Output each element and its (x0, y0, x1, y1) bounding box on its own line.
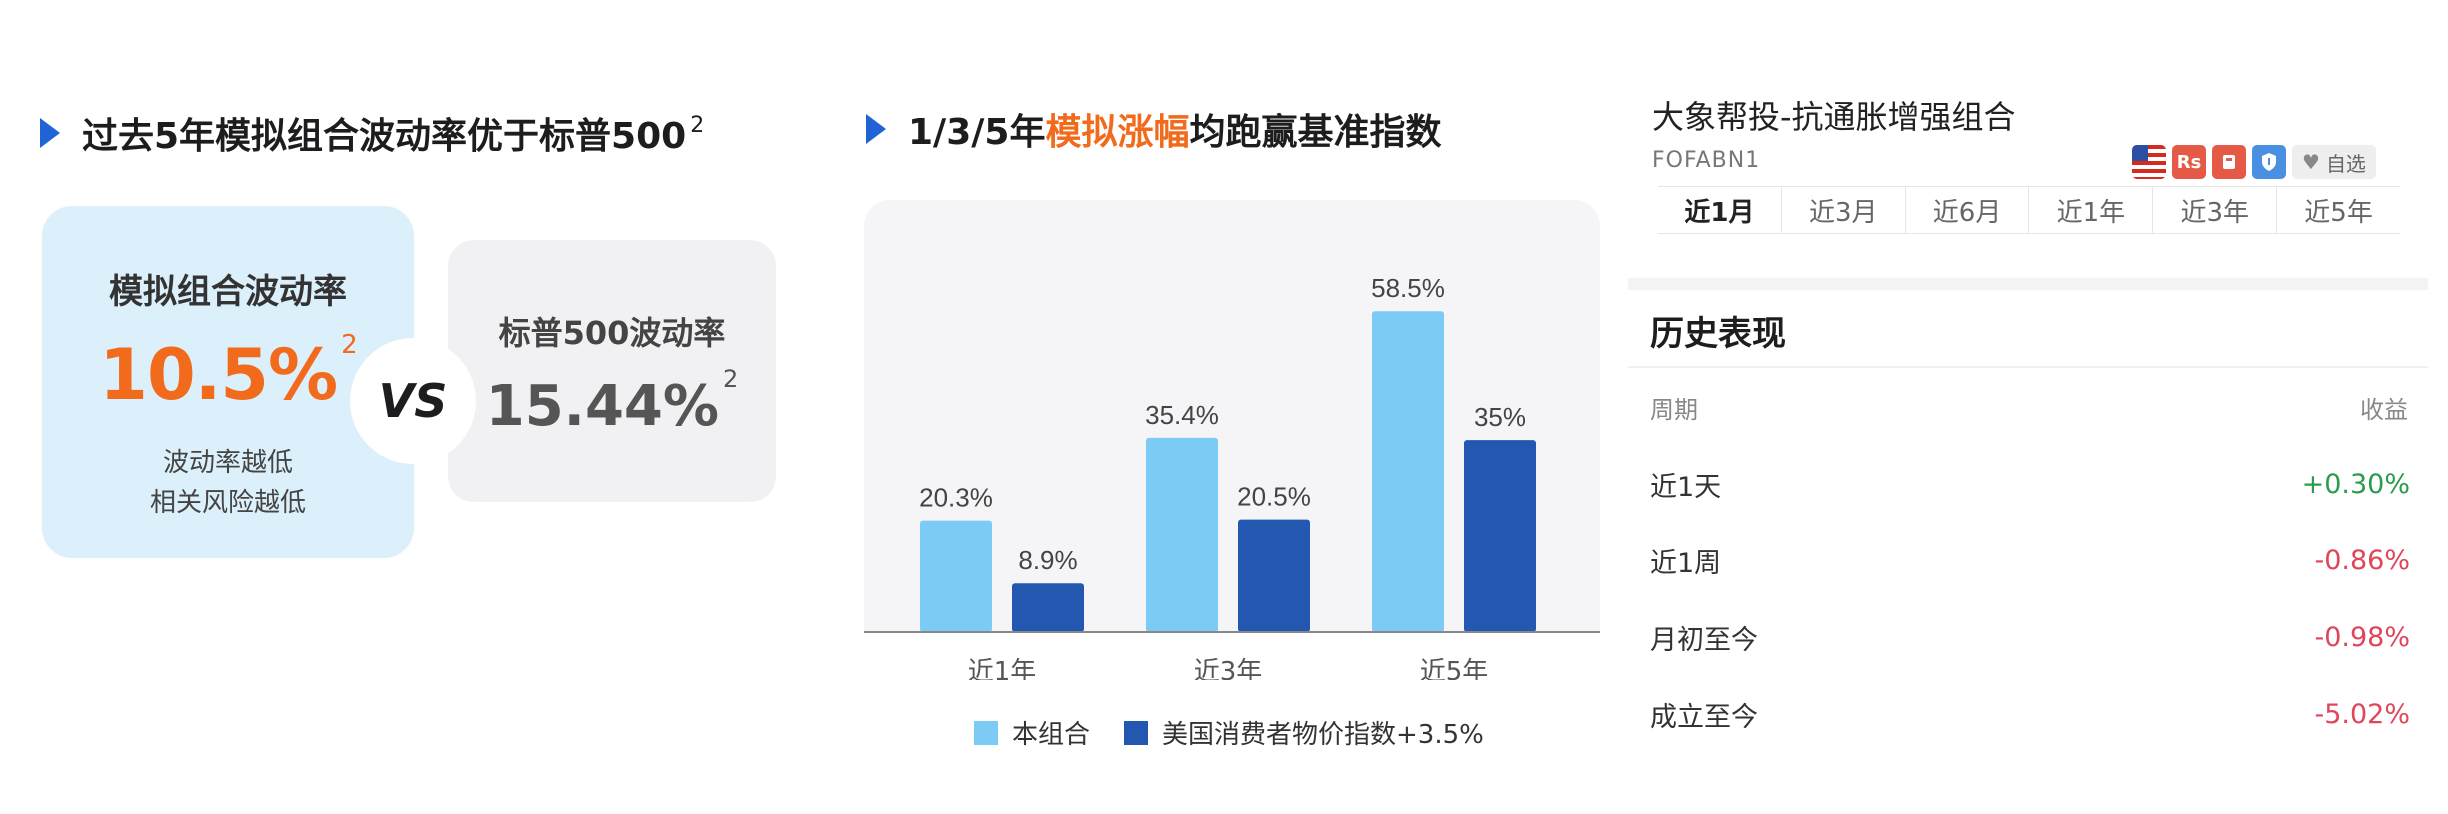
tab-3-years[interactable]: 近3年 (2153, 187, 2278, 233)
sp500-volatility-label: 标普500波动率 (498, 314, 726, 352)
bar-value-label: 20.3% (919, 483, 993, 513)
us-flag-icon (2132, 145, 2166, 179)
returns-section-title: 1/3/5年 模拟涨幅 均跑赢基准指数 (866, 104, 1441, 154)
bookmark-icon (2212, 145, 2246, 179)
footnote-marker: 2 (690, 112, 705, 138)
tab-6-months[interactable]: 近6月 (1906, 187, 2030, 233)
bar-portfolio (1146, 437, 1218, 632)
history-period: 月初至今 (1650, 624, 1758, 656)
bar-portfolio (920, 520, 992, 632)
fund-badges: Rs ♥ 自选 (2132, 145, 2382, 179)
bar-value-label: 35.4% (1145, 400, 1219, 430)
section-divider (1628, 278, 2428, 290)
category-label: 近1年 (968, 657, 1037, 680)
shield-icon (2252, 145, 2286, 179)
portfolio-volatility-number: 10.5% (99, 334, 338, 416)
chart-legend: 本组合 美国消费者物价指数+3.5% (974, 714, 1518, 751)
volatility-note-line2: 相关风险越低 (149, 488, 306, 518)
returns-bar-chart: 20.3% 8.9% 近1年 35.4% 20.5% 近3年 58.5% 35% 近5年 (864, 273, 1600, 680)
category-label: 近5年 (1420, 657, 1489, 680)
bar-value-label: 58.5% (1371, 273, 1445, 303)
history-period: 成立至今 (1650, 701, 1758, 733)
returns-title-highlight: 模拟涨幅 (1045, 112, 1190, 153)
history-row: 近1天 +0.30% (1650, 464, 2410, 504)
footnote-marker: 2 (341, 329, 358, 360)
history-title: 历史表现 (1650, 314, 1786, 354)
bar-value-label: 8.9% (1018, 545, 1077, 575)
returns-title-part2: 均跑赢基准指数 (1189, 112, 1442, 153)
returns-title-part1: 1/3/5年 (908, 112, 1046, 153)
sp500-volatility-number: 15.44% (485, 374, 719, 439)
column-header-period: 周期 (1650, 396, 1698, 424)
history-row: 成立至今 -5.02% (1650, 694, 2410, 734)
bar-benchmark (1464, 440, 1536, 632)
legend-label-benchmark: 美国消费者物价指数+3.5% (1162, 720, 1484, 750)
favorite-label: 自选 (2325, 151, 2366, 176)
history-return: +0.30% (2301, 468, 2410, 500)
bar-portfolio (1372, 311, 1444, 632)
category-label: 近3年 (1194, 657, 1263, 680)
volatility-note-line1: 波动率越低 (162, 448, 293, 478)
bar-benchmark (1238, 519, 1310, 632)
period-tabs: 近1月 近3月 近6月 近1年 近3年 近5年 (1658, 186, 2400, 234)
volatility-title-text: 过去5年模拟组合波动率优于标普500 (82, 116, 687, 157)
fund-code: FOFABN1 (1652, 148, 1761, 173)
bar-value-label: 20.5% (1237, 482, 1311, 512)
legend-item-benchmark: 美国消费者物价指数+3.5% (1124, 714, 1484, 751)
rs-badge: Rs (2172, 145, 2206, 179)
bar-benchmark (1012, 583, 1084, 632)
portfolio-volatility-value: 10.5% 2 (42, 330, 414, 416)
tab-3-months[interactable]: 近3月 (1782, 187, 1906, 233)
tab-5-years[interactable]: 近5年 (2304, 197, 2373, 228)
history-period: 近1天 (1650, 471, 1722, 503)
heart-icon: ♥ (2302, 150, 2320, 174)
triangle-bullet-icon (40, 118, 60, 148)
portfolio-volatility-label: 模拟组合波动率 (109, 272, 347, 312)
bar-value-label: 35% (1474, 402, 1526, 432)
vs-circle: VS (350, 338, 476, 464)
legend-label-portfolio: 本组合 (1012, 720, 1091, 750)
sp500-volatility-value: 15.44% 2 (448, 365, 776, 439)
history-period: 近1周 (1650, 547, 1722, 579)
tab-1-month[interactable]: 近1月 (1658, 187, 1782, 233)
history-row: 月初至今 -0.98% (1650, 617, 2410, 657)
column-header-return: 收益 (2360, 396, 2408, 424)
footnote-marker: 2 (722, 365, 739, 394)
history-row: 近1周 -0.86% (1650, 540, 2410, 580)
sp500-volatility-card: 标普500波动率 15.44% 2 (448, 240, 776, 502)
history-return: -5.02% (2314, 698, 2410, 730)
legend-item-portfolio: 本组合 (974, 714, 1090, 751)
legend-swatch-portfolio (974, 720, 998, 745)
triangle-bullet-icon (866, 114, 886, 144)
volatility-section-title: 过去5年模拟组合波动率优于标普500 2 (40, 108, 704, 158)
tab-1-year[interactable]: 近1年 (2029, 187, 2154, 233)
fund-name: 大象帮投-抗通胀增强组合 (1652, 98, 2016, 136)
add-favorite-button[interactable]: ♥ 自选 (2292, 145, 2376, 179)
history-divider (1628, 366, 2428, 368)
history-return: -0.98% (2314, 621, 2410, 653)
history-return: -0.86% (2314, 544, 2410, 576)
legend-swatch-benchmark (1124, 720, 1149, 745)
